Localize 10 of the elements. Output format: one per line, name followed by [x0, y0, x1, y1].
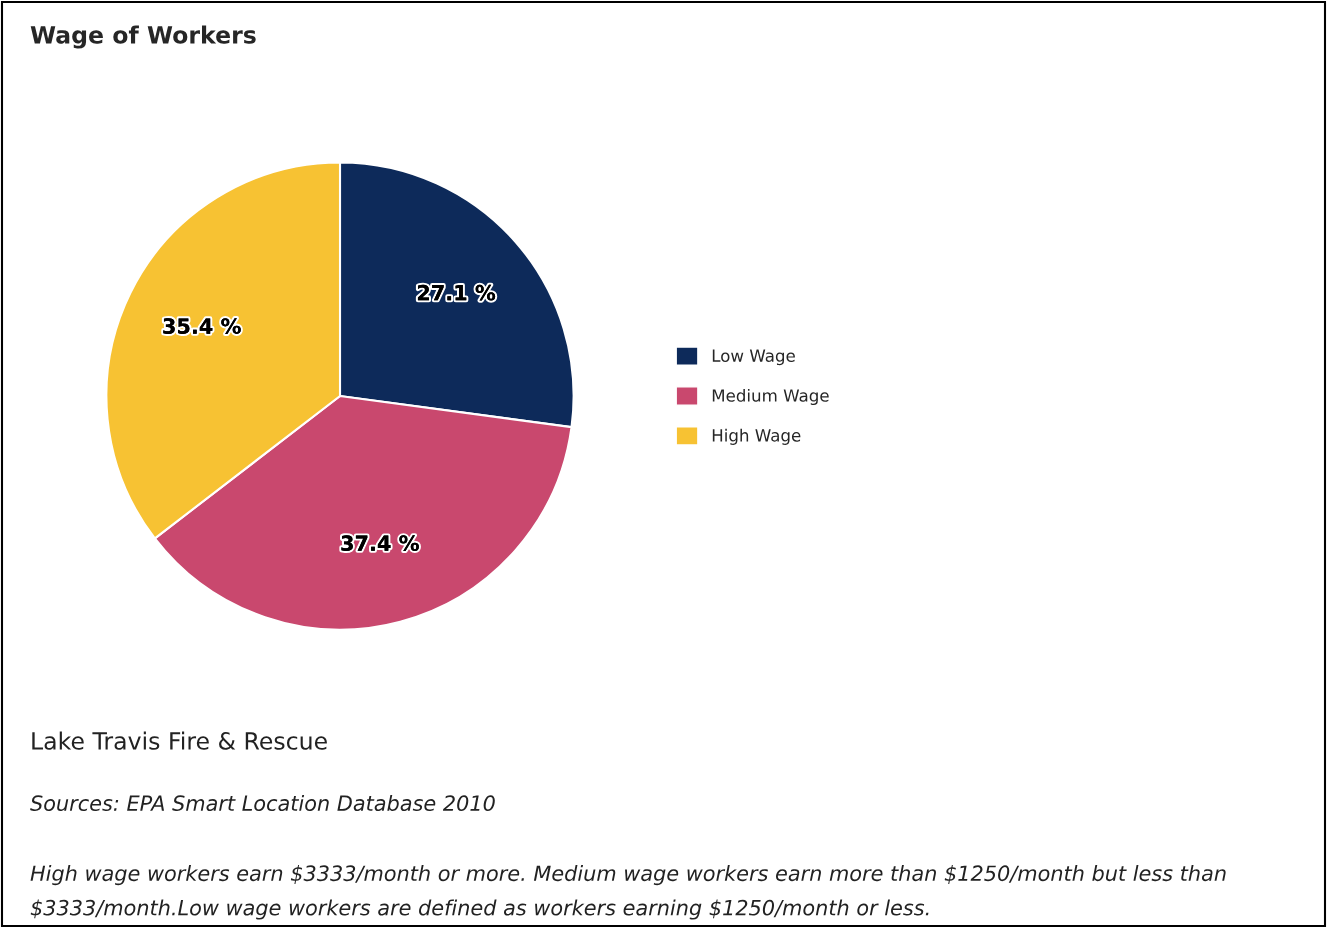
- legend-label: High Wage: [712, 428, 801, 445]
- data-label: 35.4 %: [163, 318, 241, 334]
- text: Lake Travis Fire & Rescue: [32, 731, 327, 750]
- data-label: 27.1 %: [417, 284, 496, 301]
- legend-label: Low Wage: [712, 349, 795, 366]
- source-note: Sources: EPA Smart Location Database 2010: [30, 794, 495, 812]
- legend-label: Medium Wage: [712, 388, 829, 406]
- data-label: 37.4 %: [341, 535, 419, 551]
- chart-title: Wage of Workers: [30, 25, 256, 49]
- text: High wage workers earn $3333/month or more. Medium wage workers earn more than $1250/month but less than $3333/month.Low wage workers are defined as workers earning $1250/month or less.: [30, 865, 1226, 920]
